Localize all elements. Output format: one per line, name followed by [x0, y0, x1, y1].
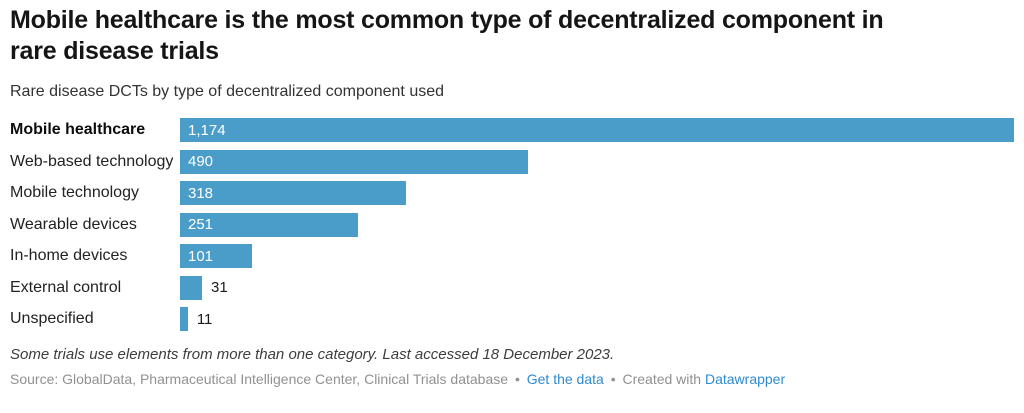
bar[interactable] [180, 275, 203, 300]
chart-subtitle: Rare disease DCTs by type of decentraliz… [10, 83, 445, 100]
bar-track: 31 [180, 275, 1014, 300]
bar-row: Unspecified 11 [10, 307, 1014, 331]
bar-row: Wearable devices 251 [10, 212, 1014, 237]
separator-dot: • [514, 371, 520, 387]
value-label: 31 [211, 279, 228, 296]
bar[interactable] [180, 307, 188, 331]
bar[interactable]: 318 [180, 181, 406, 205]
bar-track: 101 [180, 244, 1014, 268]
category-label: Mobile healthcare [10, 121, 146, 138]
category-label: Mobile technology [10, 184, 139, 201]
value-label: 318 [188, 184, 214, 202]
get-the-data-link[interactable]: Get the data [526, 371, 604, 387]
title-line-1: Mobile healthcare is the most common typ… [10, 6, 884, 34]
datawrapper-link[interactable]: Datawrapper [704, 371, 786, 387]
bar-track: 490 [180, 149, 1014, 174]
bar-row: Mobile technology 318 [10, 181, 1014, 205]
created-with-text: Created with [622, 371, 702, 387]
bar[interactable]: 101 [180, 244, 252, 268]
value-label: 251 [188, 216, 214, 233]
category-label: Web-based technology [10, 152, 174, 170]
value-label: 11 [196, 310, 213, 328]
value-label: 101 [188, 247, 214, 265]
source-line: Source: GlobalData, Pharmaceutical Intel… [10, 371, 1014, 387]
page-title: Mobile healthcare is the most common typ… [10, 5, 1014, 67]
title-line-2: rare disease trials [10, 37, 219, 65]
bar-row: Web-based technology 490 [10, 149, 1014, 174]
bar-track: 1,174 [180, 118, 1014, 142]
chart-card: Mobile healthcare is the most common typ… [10, 5, 1014, 387]
bar-track: 11 [180, 307, 1014, 331]
separator-dot: • [610, 371, 616, 387]
bar[interactable]: 490 [180, 149, 529, 174]
bar-row: Mobile healthcare 1,174 [10, 118, 1014, 142]
category-label: Wearable devices [10, 215, 137, 233]
bar-row: In-home devices 101 [10, 244, 1014, 268]
source-text: Source: GlobalData, Pharmaceutical Intel… [10, 371, 509, 387]
chart-note: Some trials use elements from more than … [10, 346, 615, 363]
category-label: In-home devices [10, 247, 128, 264]
bar-track: 251 [180, 212, 1014, 237]
bar-row: External control 31 [10, 275, 1014, 300]
bar[interactable]: 1,174 [180, 118, 1014, 142]
value-label: 1,174 [188, 121, 226, 139]
category-label: Unspecified [10, 310, 94, 327]
bar-chart: Mobile healthcare 1,174 Web-based technolo… [10, 118, 1014, 331]
category-label: External control [10, 278, 122, 296]
bar-track: 318 [180, 181, 1014, 205]
bar[interactable]: 251 [180, 212, 359, 237]
value-label: 490 [188, 153, 214, 170]
